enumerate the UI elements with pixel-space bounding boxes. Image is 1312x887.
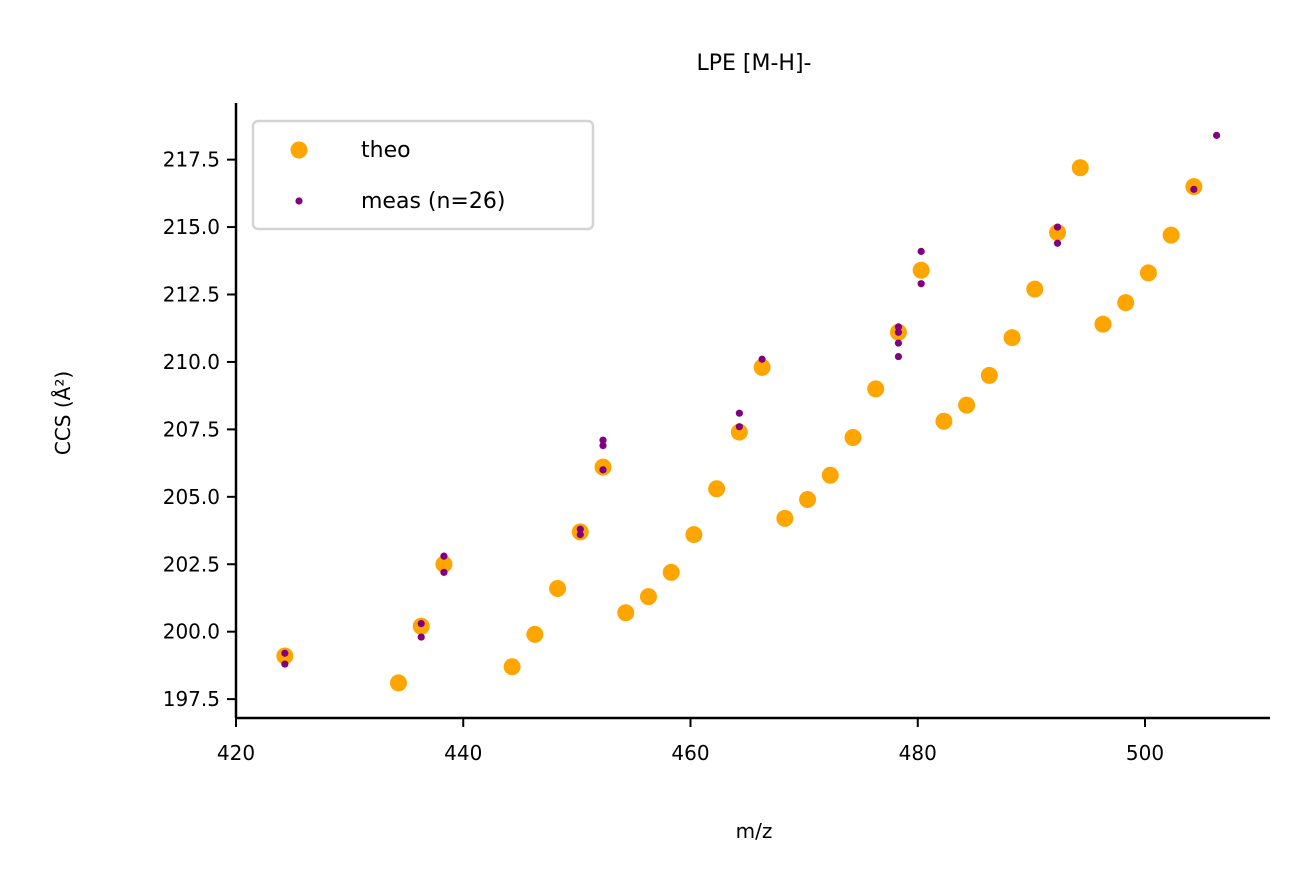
data-point — [708, 480, 726, 498]
y-tick-label: 205.0 — [163, 485, 220, 509]
y-axis: 197.5 200.0 202.5 205.0 207.5 210.0 212.5 215.0… — [163, 103, 238, 718]
plot-area — [276, 131, 1221, 692]
data-point — [1003, 329, 1021, 347]
data-point — [980, 366, 998, 384]
x-axis: 420 440 460 480 500 — [217, 716, 1270, 765]
data-point — [1049, 223, 1067, 241]
data-point — [281, 649, 289, 657]
data-point — [912, 261, 930, 279]
data-point — [639, 588, 657, 606]
data-point — [435, 555, 453, 573]
data-point — [894, 352, 903, 361]
legend: theo meas (n=26) — [251, 119, 595, 231]
data-point — [821, 466, 839, 484]
data-point — [599, 466, 607, 474]
y-tick-label: 207.5 — [163, 417, 220, 441]
data-point — [735, 423, 743, 431]
data-point — [799, 491, 817, 509]
legend-label: meas (n=26) — [361, 189, 505, 214]
data-point — [894, 328, 903, 336]
data-point — [281, 660, 289, 668]
data-point — [417, 633, 425, 641]
data-point — [735, 409, 743, 417]
data-point — [758, 355, 766, 363]
data-point — [1162, 226, 1180, 244]
x-tick-label: 420 — [217, 741, 255, 765]
data-point — [730, 423, 748, 441]
data-point — [549, 580, 567, 598]
legend-box — [251, 119, 595, 231]
x-tick-label: 440 — [444, 741, 482, 765]
y-tick-label: 212.5 — [163, 283, 220, 307]
legend-marker — [295, 197, 303, 205]
y-tick-label: 210.0 — [163, 350, 220, 374]
x-axis-label: m/z — [736, 819, 773, 843]
data-point — [935, 412, 953, 430]
data-point — [1117, 294, 1135, 312]
series-meas — [281, 131, 1221, 668]
data-point — [1026, 280, 1044, 298]
data-point — [776, 509, 794, 527]
data-point — [662, 563, 680, 581]
data-point — [1139, 264, 1157, 282]
data-point — [599, 436, 607, 444]
y-tick-label: 200.0 — [163, 620, 220, 644]
data-point — [417, 619, 425, 628]
data-point — [867, 380, 885, 398]
x-tick-label: 460 — [671, 741, 709, 765]
chart-title: LPE [M-H]- — [697, 51, 812, 76]
data-point — [1053, 223, 1062, 231]
x-tick-label: 480 — [899, 741, 937, 765]
y-tick-label: 217.5 — [163, 148, 220, 172]
data-point — [1071, 159, 1089, 177]
data-point — [753, 358, 771, 376]
data-point — [917, 247, 925, 255]
data-point — [1094, 315, 1112, 333]
data-point — [894, 339, 903, 347]
data-point — [503, 658, 521, 676]
data-point — [599, 441, 607, 450]
data-point — [440, 568, 448, 576]
data-point — [576, 530, 584, 539]
data-point — [844, 428, 862, 446]
data-point — [526, 625, 544, 643]
y-tick-label: 197.5 — [163, 687, 220, 711]
data-point — [576, 525, 584, 533]
legend-label: theo — [361, 138, 411, 163]
data-point — [440, 552, 448, 560]
data-point — [617, 604, 635, 622]
series-theo — [276, 159, 1203, 692]
data-point — [1053, 239, 1062, 247]
data-point — [917, 280, 925, 288]
y-tick-label: 202.5 — [163, 552, 220, 576]
data-point — [389, 674, 407, 692]
legend-marker — [290, 141, 308, 159]
y-tick-label: 215.0 — [163, 215, 220, 239]
data-point — [1213, 131, 1221, 139]
y-axis-label: CCS (Å²) — [51, 371, 75, 455]
data-point — [894, 323, 903, 331]
data-point — [685, 526, 703, 544]
data-point — [1190, 185, 1198, 193]
x-tick-label: 500 — [1126, 741, 1164, 765]
data-point — [958, 396, 976, 414]
